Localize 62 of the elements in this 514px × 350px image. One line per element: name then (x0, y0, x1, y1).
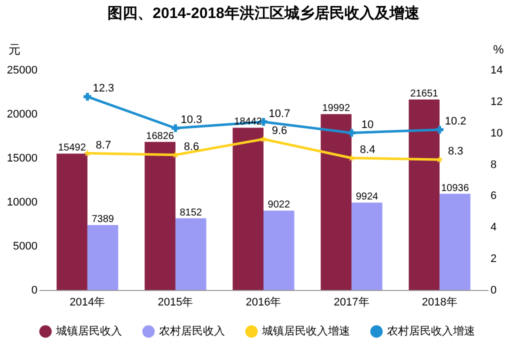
bar (56, 154, 88, 290)
bar (320, 114, 352, 290)
bar (87, 224, 118, 290)
legend-label: 农村居民收入增速 (387, 324, 475, 338)
point (172, 124, 180, 132)
data-label: 15492 (58, 142, 86, 154)
x-tick-label: 2014年 (70, 296, 106, 308)
bar (264, 210, 294, 290)
y-tick-label: 0 (31, 284, 38, 296)
point (348, 128, 356, 137)
chart-title: 图四、2014-2018年洪江区城乡居民收入及增速 (108, 5, 420, 22)
data-label: 16826 (146, 130, 174, 142)
y-tick-label: 15000 (6, 152, 38, 164)
data-label: 9022 (268, 200, 290, 211)
y2-tick-label: 12 (490, 96, 503, 108)
x-tick-label: 2015年 (158, 296, 194, 308)
y2-tick-label: 14 (490, 64, 503, 76)
y-tick-label: 20000 (6, 108, 38, 120)
y-axis-title: 元 (8, 42, 20, 56)
y-tick-label: 10000 (6, 196, 38, 208)
y2-tick-label: 4 (490, 222, 497, 234)
data-label: 9924 (356, 192, 379, 203)
legend-label: 城镇居民收入 (55, 324, 122, 338)
y2-axis-title: % (493, 42, 504, 56)
data-label: 12.3 (92, 82, 114, 95)
point (260, 135, 268, 142)
bar (144, 142, 176, 290)
y2-tick-label: 0 (490, 284, 497, 296)
bar (440, 194, 470, 290)
y-tick-label: 5000 (13, 240, 38, 252)
point (84, 149, 92, 156)
data-label: 10.2 (444, 116, 466, 128)
point (436, 126, 444, 134)
legend-label: 农村居民收入 (159, 324, 225, 338)
point (436, 156, 444, 163)
data-label: 10936 (441, 182, 470, 194)
y2-tick-label: 2 (490, 253, 497, 266)
data-label: 9.6 (272, 125, 288, 138)
data-label: 10 (361, 118, 374, 131)
data-label: 8.4 (360, 144, 376, 156)
legend-label: 城镇居民收入增速 (261, 324, 350, 338)
x-tick-label: 2017年 (334, 296, 370, 308)
bar (408, 99, 440, 290)
x-tick-label: 2018年 (422, 296, 458, 308)
data-label: 8.3 (448, 146, 464, 158)
data-label: 8.6 (184, 140, 200, 153)
data-label: 10.7 (268, 108, 290, 120)
point (84, 92, 92, 101)
y2-tick-label: 8 (490, 158, 497, 171)
y-tick-label: 25000 (6, 64, 38, 76)
x-tick-label: 2016年 (246, 296, 282, 308)
y2-tick-label: 10 (490, 127, 503, 140)
bar (232, 128, 264, 290)
data-label: 8.7 (96, 139, 112, 152)
bar (352, 202, 382, 290)
data-label: 21651 (410, 88, 439, 100)
data-label: 19992 (322, 103, 350, 114)
y2-tick-label: 6 (490, 190, 497, 202)
data-label: 7389 (92, 214, 114, 225)
bar (175, 218, 206, 290)
data-label: 10.3 (180, 114, 202, 126)
data-label: 8152 (180, 207, 202, 218)
